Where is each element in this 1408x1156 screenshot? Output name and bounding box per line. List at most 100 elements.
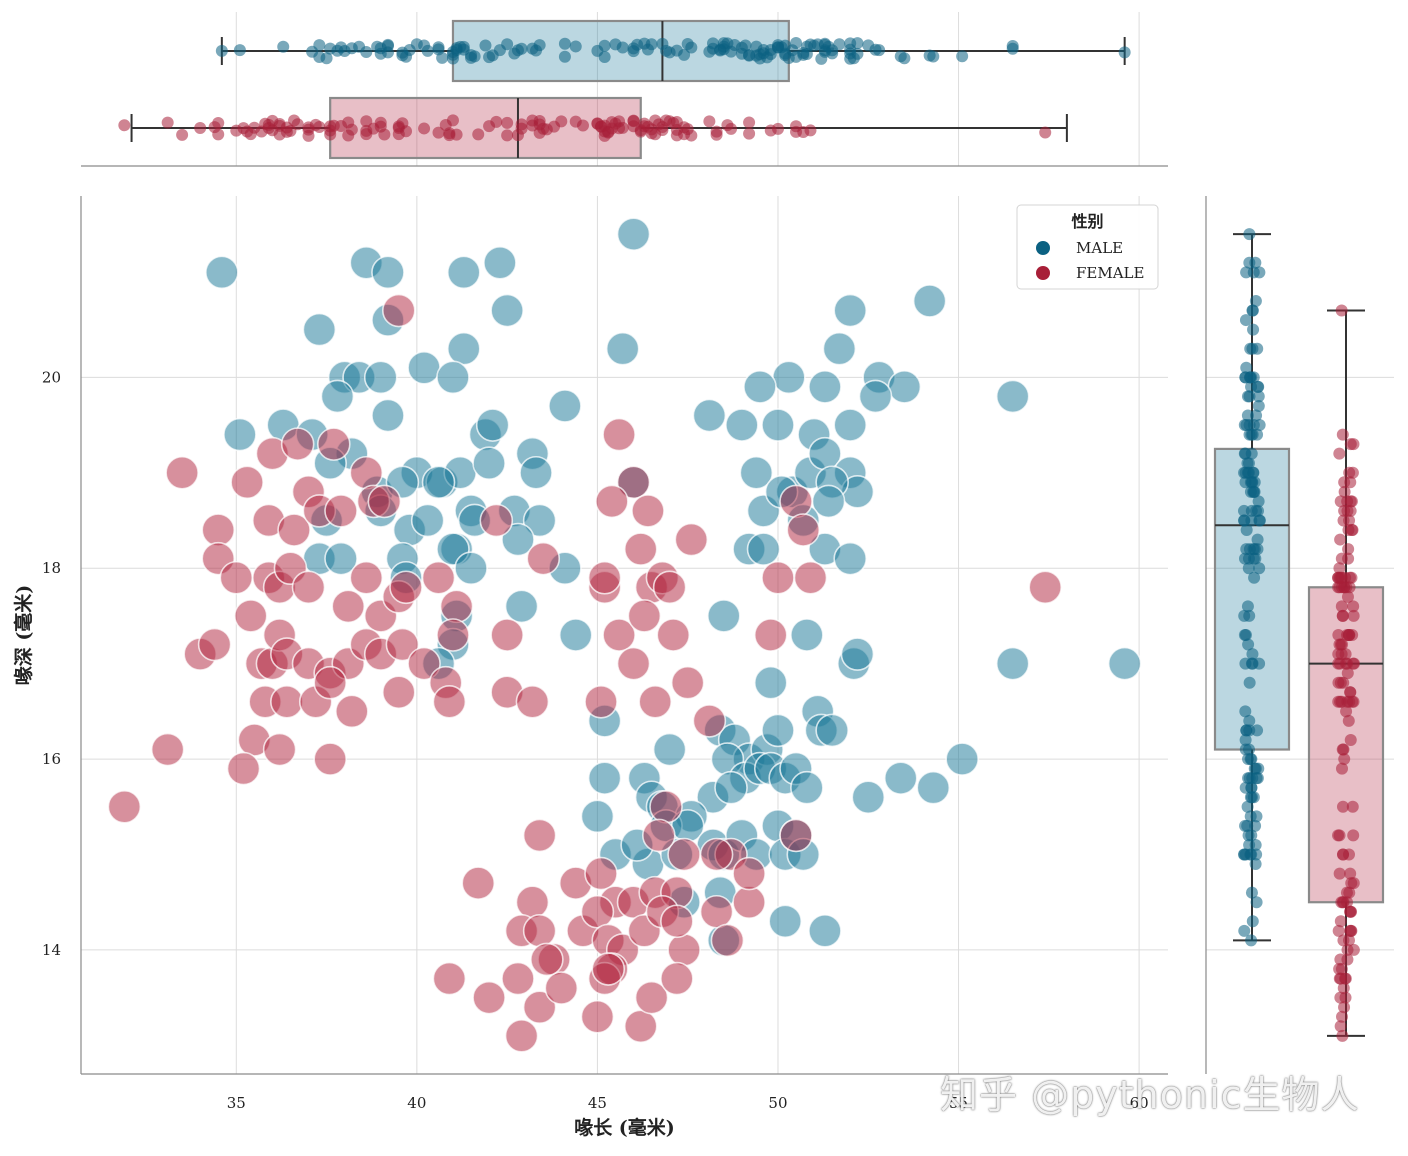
scatter-point-female (107, 789, 142, 824)
scatter-point-male (472, 446, 506, 481)
right-strip-point-male (1242, 638, 1255, 651)
right-strip-point-male (1243, 256, 1256, 269)
right-strip-point-female (1341, 667, 1354, 680)
scatter-point-female (692, 704, 727, 738)
scatter-point-female (472, 980, 506, 1015)
top-strip-point-female (721, 119, 734, 132)
scatter-point-female (490, 618, 524, 652)
scatter-point-female (233, 599, 268, 633)
top-strip-point-female (237, 122, 250, 135)
scatter-point-male (616, 217, 651, 251)
top-strip-point-female (555, 115, 568, 128)
top-strip-point-male (818, 44, 831, 57)
right-strip-point-male (1251, 533, 1264, 546)
legend-marker-female (1036, 266, 1050, 280)
top-strip-point-male (374, 42, 387, 55)
scatter-point-female (381, 293, 416, 328)
top-strip-point-female (670, 123, 683, 136)
scatter-point-female (591, 952, 626, 986)
scatter-point-female (313, 665, 347, 700)
scatter-point-female (522, 990, 557, 1024)
scatter-point-female (522, 914, 557, 948)
top-strip-point-male (764, 48, 777, 61)
right-strip-point-female (1334, 571, 1347, 584)
top-strip-point-female (598, 125, 611, 138)
right-strip-point-female (1347, 657, 1360, 670)
top-strip-point-male (678, 48, 691, 61)
scatter-point-male (223, 417, 257, 452)
right-strip-point-female (1334, 533, 1347, 546)
scatter-point-male (714, 770, 748, 805)
top-strip-point-male (1118, 46, 1131, 59)
right-strip-point-female (1337, 743, 1350, 756)
scatter-point-male (945, 742, 979, 776)
scatter-point-male (548, 389, 582, 423)
right-strip-point-male (1250, 896, 1263, 909)
scatter-point-male (475, 408, 510, 442)
scatter-point-male (371, 398, 405, 433)
scatter-point-female (407, 646, 441, 681)
top-strip-point-male (609, 38, 622, 51)
x-tick-label: 50 (768, 1094, 787, 1112)
scatter-point-female (515, 685, 550, 719)
top-strip-point-male (533, 39, 546, 52)
y-axis-label: 喙深 (毫米) (12, 585, 35, 686)
top-strip-point-female (703, 115, 716, 128)
top-strip-point-female (743, 116, 756, 129)
scatter-point-male (840, 637, 875, 671)
scatter-point-male (851, 780, 886, 815)
x-tick-label: 40 (407, 1094, 426, 1112)
scatter-point-male (808, 370, 842, 404)
scatter-point-female (753, 618, 788, 652)
right-strip-point-female (1332, 581, 1345, 594)
right-strip-point-female (1344, 733, 1357, 746)
top-strip-point-female (446, 114, 459, 127)
top-strip-point-male (750, 49, 763, 62)
scatter-point-female (331, 589, 366, 624)
top-strip-point-female (280, 125, 293, 138)
scatter-point-female (602, 618, 636, 652)
scatter-point-female (230, 465, 264, 500)
right-strip-point-female (1335, 695, 1348, 708)
right-strip-point-male (1252, 399, 1265, 412)
right-strip-point-female (1344, 867, 1357, 880)
scatter-point-female (656, 618, 691, 652)
top-strip-point-male (717, 37, 730, 50)
right-strip-point-female (1335, 304, 1348, 317)
scatter-point-female (313, 742, 347, 776)
legend-label-male: MALE (1076, 239, 1123, 257)
scatter-point-male (739, 455, 774, 490)
scatter-point-male (483, 246, 517, 280)
scatter-point-male (501, 522, 535, 557)
right-strip-point-female (1339, 972, 1352, 985)
scatter-point-female (660, 961, 694, 996)
right-strip-point-female (1342, 629, 1355, 641)
top-strip-point-female (360, 115, 373, 128)
top-strip-point-male (797, 46, 810, 59)
scatter-point-male (446, 331, 481, 366)
top-strip-point-female (194, 122, 207, 135)
right-strip-point-male (1249, 294, 1262, 307)
right-strip-point-female (1335, 600, 1348, 613)
legend-box (1016, 204, 1159, 290)
scatter-point-female (786, 513, 821, 547)
top-strip-point-female (208, 121, 221, 134)
top-strip-point-male (569, 40, 582, 53)
top-strip-point-male (927, 50, 940, 63)
scatter-point-female (421, 560, 456, 595)
right-strip-point-male (1246, 304, 1259, 317)
top-strip-point-male (465, 51, 478, 64)
scatter-point-female (627, 599, 662, 633)
scatter-point-male (790, 770, 824, 805)
right-strip-point-female (1342, 848, 1355, 861)
right-strip-point-female (1337, 982, 1350, 995)
scatter-point-female (201, 513, 236, 547)
top-strip-point-female (118, 119, 131, 132)
scatter-point-female (674, 522, 709, 557)
scatter-point-female (642, 818, 676, 853)
scatter-point-female (432, 961, 467, 996)
scatter-point-female (501, 961, 535, 996)
scatter-point-male (707, 599, 741, 633)
right-strip-point-male (1238, 629, 1251, 641)
